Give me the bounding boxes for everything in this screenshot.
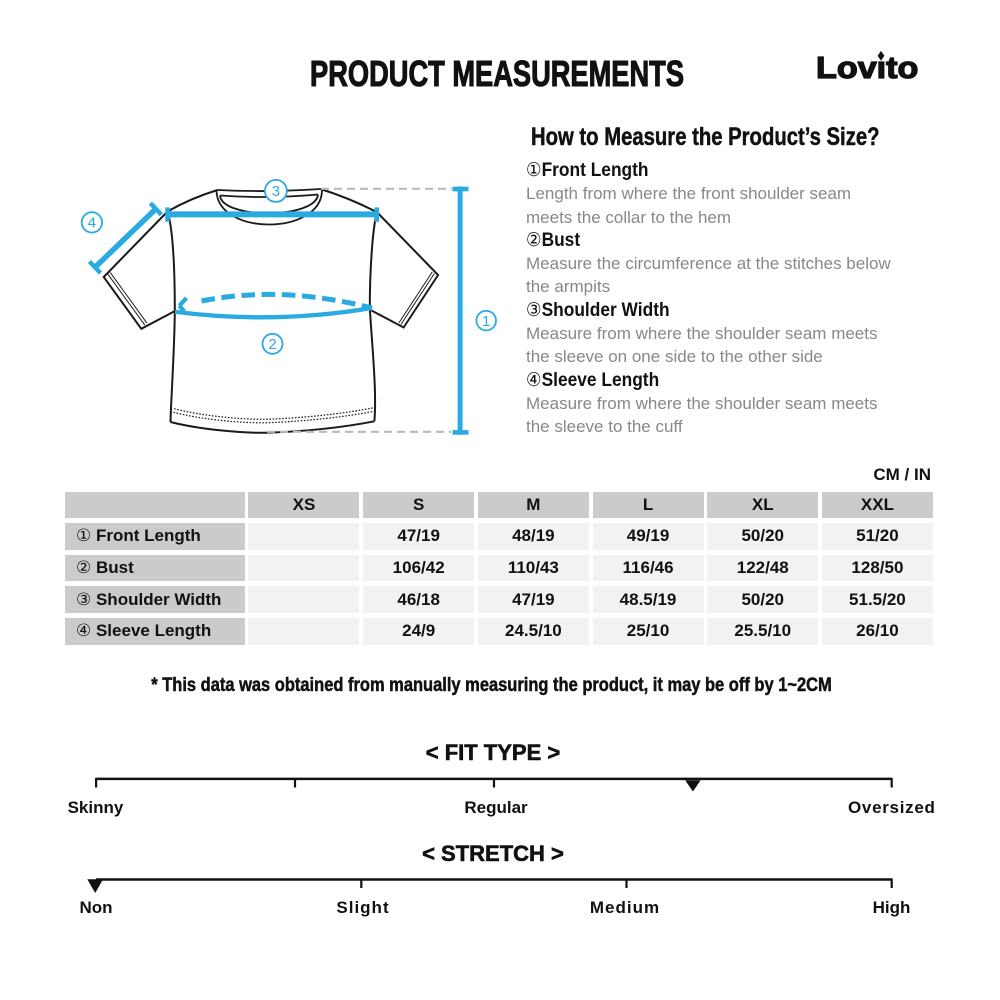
svg-text:2: 2 (268, 336, 276, 353)
svg-text:1: 1 (482, 313, 490, 330)
svg-text:4: 4 (88, 215, 96, 232)
svg-text:3: 3 (272, 183, 280, 200)
